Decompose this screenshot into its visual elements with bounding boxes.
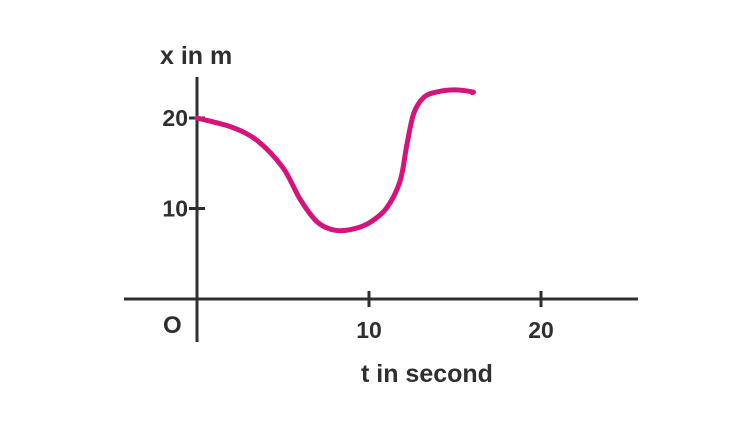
y-axis-label: x in m [160,42,232,70]
x-ticks: 10 20 [356,291,554,343]
y-ticks: 10 20 [162,105,205,222]
y-tick-label: 10 [162,196,188,222]
x-axis-label: t in second [361,360,493,388]
series-line [194,87,476,234]
y-tick-label: 20 [162,105,188,131]
origin-label: O [163,312,182,339]
x-tick-label: 20 [528,317,554,343]
x-tick-label: 10 [356,317,382,343]
